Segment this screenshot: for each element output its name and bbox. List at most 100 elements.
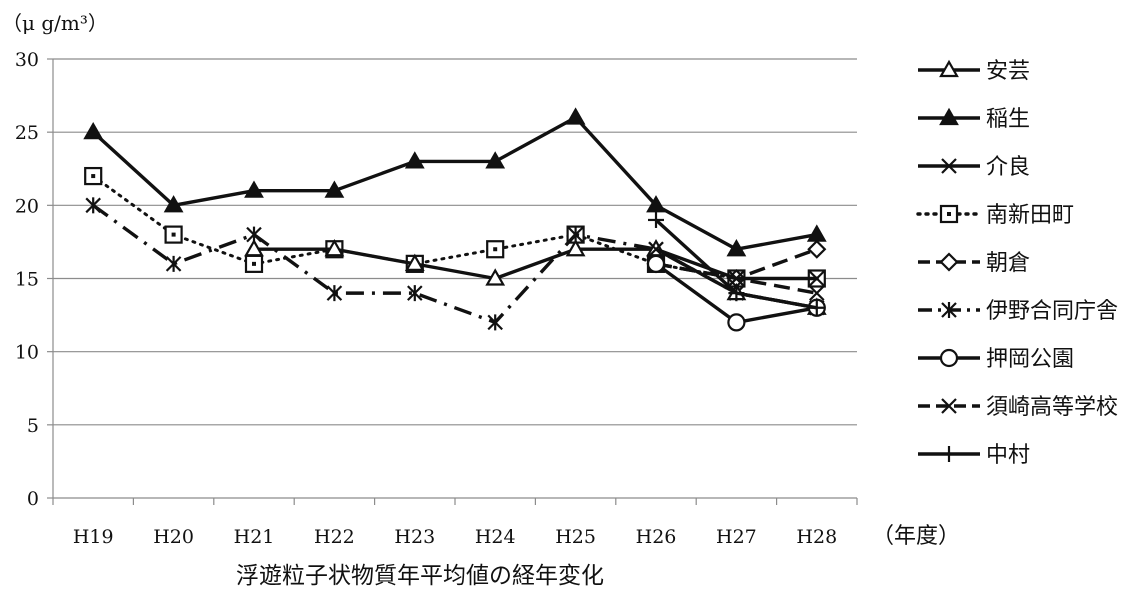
- data-point: [807, 239, 827, 259]
- marker-plus: [941, 446, 957, 462]
- marker-x: [728, 270, 745, 287]
- data-point: [565, 107, 586, 125]
- data-point: [485, 268, 506, 286]
- marker-circle-open: [939, 348, 959, 368]
- legend-entry: 介良: [918, 155, 1030, 180]
- data-point: [85, 197, 101, 214]
- series-2: [83, 107, 827, 257]
- series-3: [648, 241, 825, 287]
- series-9: [648, 211, 825, 316]
- marker-triangle-filled: [83, 121, 104, 140]
- y-tick-label: 10: [15, 342, 39, 364]
- data-point: [809, 285, 825, 301]
- marker-diamond-open: [807, 239, 827, 259]
- x-tick-label: H20: [153, 526, 194, 548]
- data-point: [726, 239, 747, 257]
- marker-triangle-open: [404, 253, 425, 271]
- x-tick-label: H19: [73, 526, 114, 548]
- marker-square: [939, 204, 959, 224]
- legend-label: 中村: [986, 443, 1030, 468]
- data-point: [244, 239, 264, 257]
- marker-triangle-filled: [324, 180, 345, 198]
- data-point: [404, 151, 425, 169]
- series-line: [254, 247, 818, 310]
- marker-square: [164, 225, 183, 244]
- marker-asterisk: [487, 314, 503, 331]
- x-tick-label: H27: [716, 526, 757, 548]
- grid: [53, 58, 857, 426]
- marker-triangle-open: [939, 59, 959, 78]
- legend-entry: 朝倉: [918, 251, 1030, 276]
- marker-triangle-filled: [565, 107, 586, 125]
- marker-circle-open: [646, 254, 666, 273]
- x-tick-label: H22: [314, 526, 355, 548]
- data-point: [165, 255, 182, 272]
- data-point: [728, 285, 745, 302]
- x-tick-label: H23: [394, 526, 435, 548]
- data-point: [727, 313, 746, 332]
- series-6: [85, 197, 825, 331]
- x-axis-unit: （年度）: [872, 524, 960, 549]
- marker-square: [244, 254, 264, 273]
- marker-asterisk: [165, 255, 182, 272]
- marker-plus: [728, 285, 745, 302]
- data-point: [407, 285, 423, 302]
- data-point: [485, 151, 506, 169]
- series-line: [91, 174, 819, 280]
- y-tick-label: 30: [15, 49, 39, 71]
- y-tick-label: 25: [15, 122, 39, 144]
- marker-triangle-filled: [244, 180, 264, 198]
- marker-triangle-open: [324, 239, 345, 257]
- legend-entry: 中村: [918, 443, 1030, 468]
- data-point: [404, 253, 425, 271]
- y-axis-unit: （μ g/m³）: [2, 11, 108, 35]
- marker-triangle-filled: [726, 239, 747, 257]
- x-tick-label: H21: [234, 526, 275, 548]
- x-tick-label: H25: [555, 526, 596, 548]
- marker-square: [486, 240, 505, 259]
- x-tick-label: H28: [796, 526, 837, 548]
- marker-triangle-filled: [646, 195, 666, 213]
- marker-circle-open: [727, 313, 746, 332]
- data-point: [648, 241, 664, 258]
- x-tick-label: H26: [636, 526, 677, 548]
- x-tick-label: H24: [475, 526, 516, 548]
- chart-caption: 浮遊粒子状物質年平均値の経年変化: [236, 563, 604, 589]
- data-point: [646, 254, 666, 273]
- marker-triangle-filled: [806, 224, 827, 242]
- data-point: [324, 239, 345, 257]
- y-tick-label: 15: [15, 269, 39, 291]
- marker-asterisk: [941, 302, 957, 318]
- marker-asterisk: [85, 197, 101, 214]
- legend-label: 朝倉: [986, 251, 1030, 276]
- legend-entry: 稲生: [918, 107, 1030, 132]
- legend-label: 伊野合同庁舎: [986, 299, 1118, 324]
- marker-triangle-open: [244, 239, 264, 257]
- series-group: [83, 107, 827, 332]
- data-point: [163, 195, 184, 213]
- y-tick-label: 0: [27, 488, 39, 510]
- legend-entry: 南新田町: [916, 203, 1074, 228]
- legend-label: 介良: [986, 155, 1030, 180]
- data-point: [84, 166, 103, 186]
- marker-asterisk: [326, 285, 343, 302]
- data-point: [728, 270, 745, 287]
- axes: 0 5 10 15 20 25 30 H19 H20 H21 H22 H23 H24 H25 H26 H27 H…: [15, 49, 858, 548]
- marker-asterisk: [407, 285, 423, 302]
- data-point: [244, 254, 264, 273]
- legend-label: 南新田町: [986, 203, 1074, 228]
- marker-diamond-open: [939, 252, 959, 272]
- data-point: [646, 195, 666, 213]
- marker-x: [809, 270, 825, 287]
- series-line: [92, 115, 818, 251]
- marker-x: [809, 285, 825, 301]
- legend-label: 安芸: [986, 59, 1030, 84]
- data-point: [83, 121, 104, 140]
- legend-label: 須崎高等学校: [986, 395, 1118, 420]
- y-tick-label: 5: [27, 415, 39, 437]
- legend-label: 稲生: [986, 107, 1030, 132]
- legend-entry: 安芸: [918, 59, 1030, 84]
